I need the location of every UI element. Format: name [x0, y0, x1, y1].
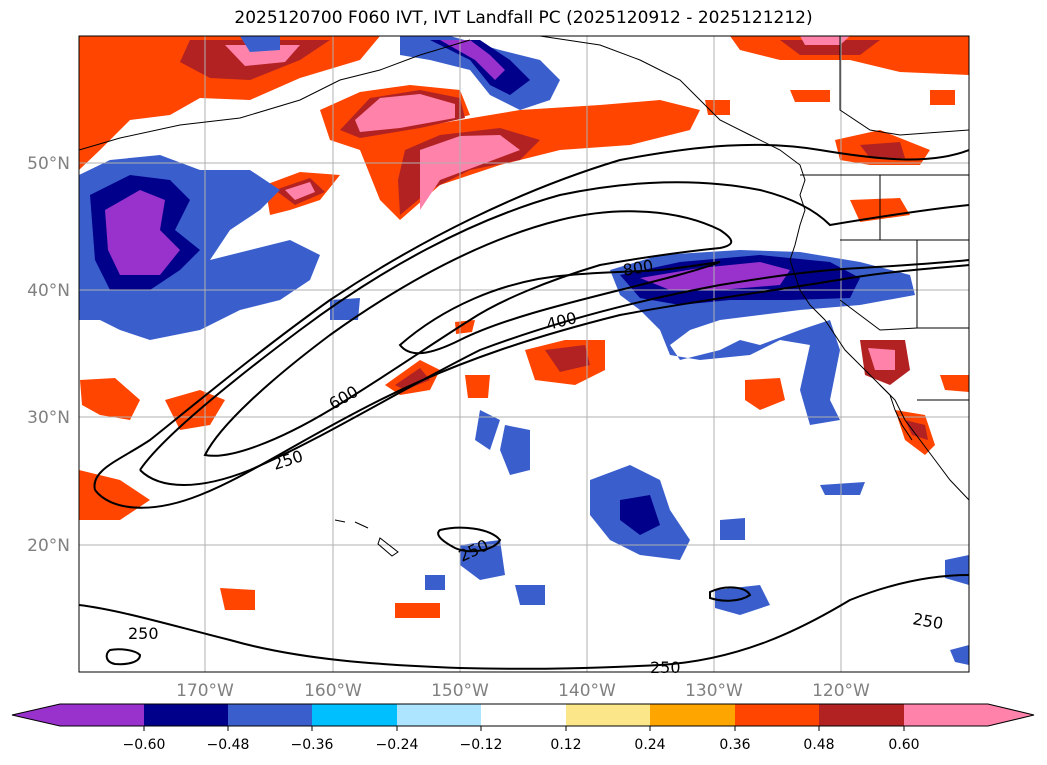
colorbar-tick-label: 0.12 [550, 737, 581, 753]
colorbar-tick-label: −0.24 [376, 737, 419, 753]
lon-label: 120°W [812, 681, 870, 701]
colorbar-outline [11, 703, 1035, 727]
lon-label: 130°W [685, 681, 743, 701]
lon-label: 170°W [176, 681, 234, 701]
lat-label: 20°N [27, 536, 70, 556]
colorbar-segment [650, 704, 735, 726]
colorbar-tick-label: −0.12 [460, 737, 503, 753]
colorbar-segment [904, 704, 988, 726]
positive-anomaly-band [265, 85, 700, 220]
colorbar-tick-label: −0.36 [291, 737, 334, 753]
negative-anomaly-scattered [240, 36, 969, 665]
colorbar-tick-label: −0.60 [123, 737, 166, 753]
positive-anomaly-scattered [79, 90, 969, 618]
colorbar-extend-min [12, 704, 60, 726]
lat-label: 40°N [27, 281, 70, 301]
colorbar-segment [735, 704, 819, 726]
positive-anomaly-nw [79, 36, 380, 170]
longitude-labels: 170°W 160°W 150°W 140°W 130°W 120°W [176, 681, 870, 701]
ivt-contours [79, 143, 969, 670]
latitude-labels: 50°N 40°N 30°N 20°N [27, 154, 70, 556]
colorbar-ticks [143, 726, 905, 731]
colorbar-tick-label: 0.24 [634, 737, 665, 753]
negative-anomaly-nw [79, 155, 320, 340]
contour-label: 250 [128, 624, 159, 643]
colorbar-extend-max [988, 704, 1034, 726]
colorbar: −0.60 −0.48 −0.36 −0.24 −0.12 0.12 0.24 … [11, 703, 1035, 753]
colorbar-tick-label: 0.60 [888, 737, 919, 753]
colorbar-segment [228, 704, 312, 726]
colorbar-segment [819, 704, 904, 726]
graticule [79, 36, 969, 672]
colorbar-tick-label: −0.48 [207, 737, 250, 753]
colorbar-segment [60, 704, 144, 726]
lon-label: 160°W [304, 681, 362, 701]
lat-label: 30°N [27, 408, 70, 428]
map-title: 2025120700 F060 IVT, IVT Landfall PC (20… [234, 8, 813, 28]
lon-label: 150°W [431, 681, 489, 701]
map-frame [78, 35, 970, 673]
contour-label: 250 [650, 658, 681, 677]
colorbar-segment [566, 704, 650, 726]
lat-label: 50°N [27, 154, 70, 174]
lon-label: 140°W [558, 681, 616, 701]
colorbar-segment [144, 704, 228, 726]
colorbar-segment [481, 704, 566, 726]
colorbar-segment [397, 704, 481, 726]
colorbar-tick-label: 0.36 [719, 737, 750, 753]
colorbar-segment [312, 704, 397, 726]
colorbar-tick-label: 0.48 [803, 737, 834, 753]
